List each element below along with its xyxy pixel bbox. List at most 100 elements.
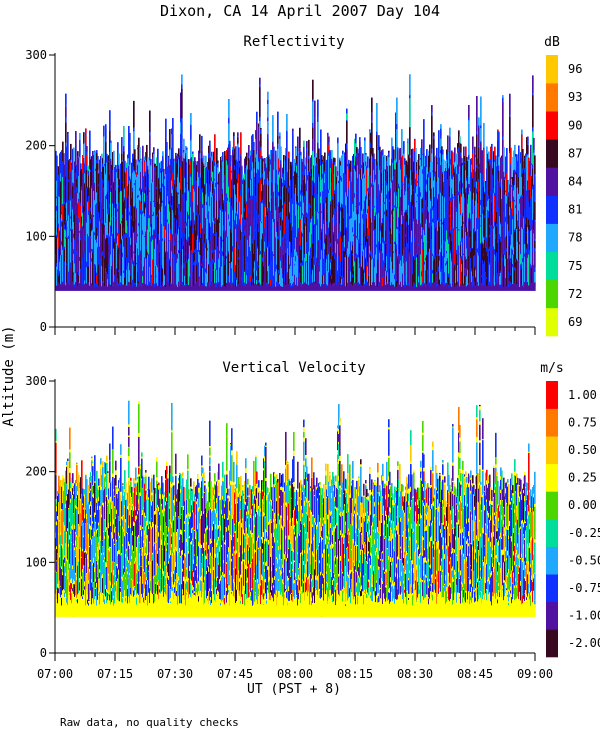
data-cell	[158, 581, 160, 601]
data-cell	[520, 163, 522, 197]
data-cell	[273, 284, 275, 291]
data-cell	[120, 525, 122, 556]
data-cell	[98, 186, 100, 213]
data-cell	[428, 227, 430, 252]
data-cell	[254, 240, 256, 261]
data-cell	[506, 196, 508, 204]
data-cell	[407, 215, 409, 244]
data-cell	[234, 247, 236, 273]
data-cell	[141, 536, 143, 555]
data-cell	[180, 251, 182, 284]
data-cell	[482, 244, 484, 261]
data-cell	[452, 283, 454, 291]
data-cell	[148, 476, 150, 498]
data-cell	[298, 205, 300, 229]
data-cell	[241, 279, 243, 291]
data-cell	[395, 198, 397, 208]
data-cell	[72, 148, 74, 166]
data-cell	[183, 200, 185, 231]
data-cell	[314, 264, 316, 287]
data-cell	[219, 253, 221, 268]
data-cell	[528, 254, 530, 286]
data-cell	[96, 502, 98, 530]
data-cell	[137, 166, 139, 175]
data-cell	[141, 598, 143, 617]
data-cell	[484, 193, 486, 216]
data-cell	[526, 286, 528, 291]
data-cell	[89, 572, 91, 600]
data-cell	[480, 262, 482, 287]
data-cell	[218, 259, 220, 282]
data-cell	[113, 605, 115, 617]
data-column	[149, 489, 151, 617]
data-cell	[462, 162, 464, 164]
data-cell	[340, 161, 342, 165]
data-cell	[259, 143, 261, 156]
data-cell	[431, 115, 433, 149]
data-cell	[208, 171, 210, 182]
data-cell	[87, 202, 89, 235]
data-cell	[449, 165, 451, 176]
data-cell	[267, 247, 269, 272]
data-cell	[530, 231, 532, 264]
data-cell	[294, 217, 296, 248]
data-cell	[112, 203, 114, 234]
data-cell	[247, 187, 249, 222]
data-cell	[354, 197, 356, 221]
data-cell	[343, 241, 345, 251]
data-cell	[451, 241, 453, 259]
data-cell	[409, 74, 411, 96]
data-cell	[178, 228, 180, 242]
data-cell	[312, 195, 314, 217]
data-cell	[292, 128, 294, 131]
data-cell	[121, 578, 123, 613]
data-cell	[459, 254, 461, 287]
data-cell	[344, 235, 346, 248]
data-cell	[216, 287, 218, 291]
data-cell	[76, 509, 78, 535]
data-cell	[81, 264, 83, 287]
data-cell	[138, 260, 140, 277]
data-cell	[153, 286, 155, 291]
data-cell	[260, 286, 262, 291]
data-cell	[166, 230, 168, 260]
data-cell	[109, 241, 111, 256]
data-cell	[503, 286, 505, 291]
data-cell	[87, 234, 89, 265]
data-cell	[192, 253, 194, 272]
data-cell	[306, 283, 308, 291]
data-cell	[209, 206, 211, 223]
data-cell	[296, 165, 298, 173]
data-cell	[157, 286, 159, 291]
data-cell	[76, 537, 78, 547]
data-cell	[116, 597, 118, 617]
data-cell	[76, 464, 78, 483]
data-cell	[384, 286, 386, 291]
data-cell	[391, 182, 393, 211]
data-cell	[235, 229, 237, 265]
data-cell	[113, 217, 115, 248]
data-cell	[283, 234, 285, 253]
data-cell	[384, 170, 386, 203]
data-cell	[295, 167, 297, 185]
data-cell	[143, 268, 145, 283]
data-cell	[303, 230, 305, 245]
data-cell	[312, 220, 314, 239]
data-cell	[198, 217, 200, 236]
data-cell	[130, 594, 132, 617]
data-cell	[276, 174, 278, 194]
data-cell	[495, 238, 497, 257]
data-cell	[363, 163, 365, 173]
data-cell	[305, 157, 307, 167]
data-cell	[106, 199, 108, 235]
data-cell	[503, 147, 505, 172]
data-cell	[294, 275, 296, 288]
data-cell	[152, 239, 154, 260]
data-cell	[67, 458, 69, 462]
data-cell	[69, 505, 71, 519]
data-cell	[133, 596, 135, 617]
data-cell	[415, 192, 417, 208]
data-cell	[87, 266, 89, 290]
data-cell	[360, 231, 362, 263]
data-cell	[310, 222, 312, 248]
